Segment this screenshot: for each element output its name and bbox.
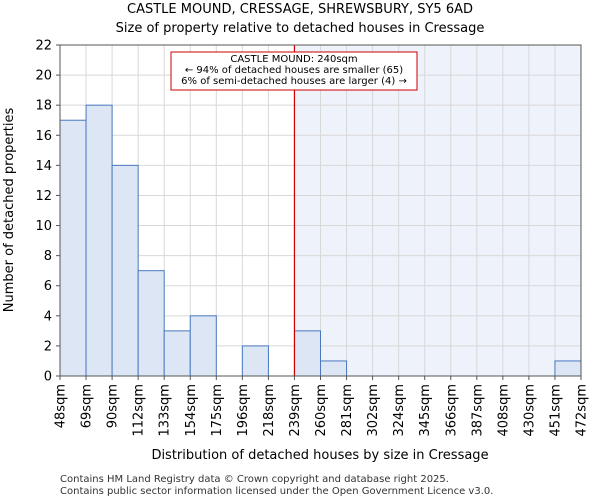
bar [137, 270, 165, 377]
x-tick-label: 90sqm [106, 384, 121, 428]
y-axis-label: Number of detached properties [2, 108, 17, 313]
marker-shade [294, 45, 581, 376]
y-tick-label: 4 [44, 309, 52, 324]
x-tick-label: 451sqm [548, 384, 563, 437]
x-tick-label: 430sqm [522, 384, 537, 437]
x-tick-label: 324sqm [392, 384, 407, 437]
y-tick-label: 18 [35, 99, 52, 114]
plot-area: 0 2 4 6 8 10 12 14 16 18 20 22 48sqm 69sqm 90sqm 112sqm… [35, 39, 589, 437]
annotation-line: CASTLE MOUND: 240sqm [230, 54, 357, 65]
x-tick-label: 154sqm [184, 384, 199, 437]
bar [241, 345, 269, 377]
x-tick-label: 175sqm [210, 384, 225, 437]
chart-subtitle: Size of property relative to detached ho… [116, 21, 485, 36]
footer-line-2: Contains public sector information licen… [60, 486, 493, 497]
x-tick-label: 133sqm [158, 384, 173, 437]
y-tick-label: 22 [35, 39, 52, 54]
x-tick-label: 302sqm [366, 384, 381, 437]
y-tick-label: 10 [35, 219, 52, 234]
annotation-line: 6% of semi-detached houses are larger (4… [181, 76, 407, 87]
y-tick-label: 0 [44, 370, 52, 385]
x-tick-label: 366sqm [444, 384, 459, 437]
x-tick-label: 260sqm [314, 384, 329, 437]
chart-title: CASTLE MOUND, CRESSAGE, SHREWSBURY, SY5 … [127, 2, 473, 17]
x-axis-label: Distribution of detached houses by size … [151, 448, 488, 463]
bar [59, 119, 87, 377]
x-tick-label: 239sqm [288, 384, 303, 437]
x-tick-label: 472sqm [575, 384, 590, 437]
bar [189, 315, 217, 377]
x-tick-label: 345sqm [418, 384, 433, 437]
bar [554, 360, 582, 377]
y-tick-label: 6 [44, 279, 52, 294]
y-tick-label: 12 [35, 189, 52, 204]
x-tick-label: 196sqm [236, 384, 251, 437]
bar [111, 164, 139, 377]
annotation-box [170, 51, 418, 91]
bar [163, 330, 191, 377]
x-tick-label: 387sqm [470, 384, 485, 437]
y-tick-label: 14 [35, 159, 52, 174]
footer-line-1: Contains HM Land Registry data © Crown c… [60, 474, 449, 485]
y-tick-label: 2 [44, 339, 52, 354]
y-tick-label: 16 [35, 129, 52, 144]
x-tick-label: 218sqm [262, 384, 277, 437]
annotation-line: ← 94% of detached houses are smaller (65… [185, 65, 403, 76]
x-tick-label: 112sqm [132, 384, 147, 437]
bar [320, 360, 348, 377]
x-tick-label: 69sqm [80, 384, 95, 428]
bar [85, 104, 113, 377]
y-tick-label: 20 [35, 69, 52, 84]
x-tick-label: 48sqm [54, 384, 69, 428]
x-tick-label: 281sqm [340, 384, 355, 437]
x-tick-label: 408sqm [496, 384, 511, 437]
bar [293, 330, 322, 377]
y-tick-label: 8 [44, 249, 52, 264]
